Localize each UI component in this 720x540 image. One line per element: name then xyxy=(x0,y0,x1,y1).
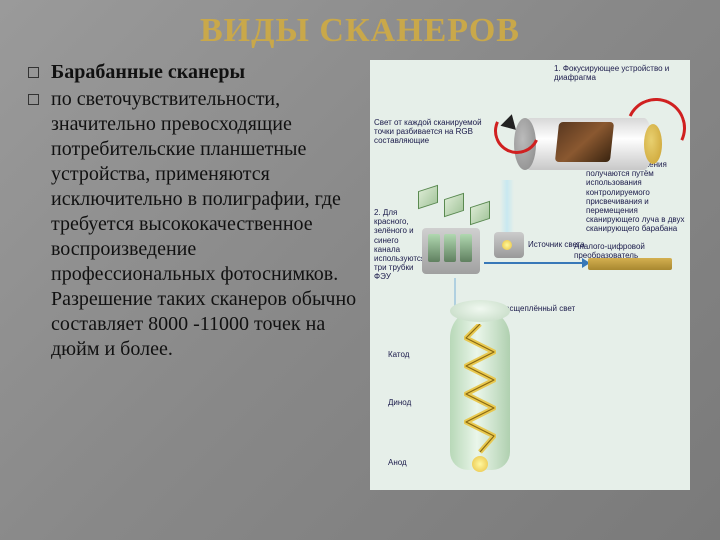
text-column: Барабанные сканеры по светочувствительно… xyxy=(28,60,358,490)
adc-bar xyxy=(588,258,672,270)
dynode-zigzag-icon xyxy=(464,324,496,454)
pmt-tube xyxy=(460,234,472,262)
scanner-diagram: 1. Фокусирующее устройство и диафрагма С… xyxy=(370,60,690,490)
light-source-icon xyxy=(494,232,524,258)
slide-title: ВИДЫ СКАНЕРОВ xyxy=(0,0,720,50)
bullet-marker xyxy=(28,67,39,78)
mirror-icon xyxy=(418,185,438,209)
annotation-pmt: 2. Для красного, зелёного и синего канал… xyxy=(374,208,424,282)
signal-arrow-icon xyxy=(484,262,584,264)
annotation-rgb: Свет от каждой сканируемой точки разбива… xyxy=(374,118,494,146)
anode-glow-icon xyxy=(472,456,488,472)
bullet-text: по светочувствительности, значительно пр… xyxy=(51,87,358,362)
label-anode: Анод xyxy=(388,458,407,467)
annotation-focusing: 1. Фокусирующее устройство и диафрагма xyxy=(554,64,684,82)
bullet-text-bold: Барабанные сканеры xyxy=(51,60,245,85)
pmt-detail xyxy=(428,298,538,478)
bullet-item: Барабанные сканеры xyxy=(28,60,358,85)
pmt-housing xyxy=(422,228,480,274)
pmt-tube xyxy=(428,234,440,262)
label-dynode: Динод xyxy=(388,398,411,407)
content-row: Барабанные сканеры по светочувствительно… xyxy=(0,50,720,490)
drum-image-sample xyxy=(555,122,614,162)
bullet-marker xyxy=(28,94,39,105)
label-cathode: Катод xyxy=(388,350,409,359)
pmt-tube-top xyxy=(450,300,510,322)
light-beam xyxy=(500,180,514,234)
mirror-icon xyxy=(470,201,490,225)
mirror-icon xyxy=(444,193,464,217)
pmt-tube xyxy=(444,234,456,262)
bullet-item: по светочувствительности, значительно пр… xyxy=(28,87,358,362)
